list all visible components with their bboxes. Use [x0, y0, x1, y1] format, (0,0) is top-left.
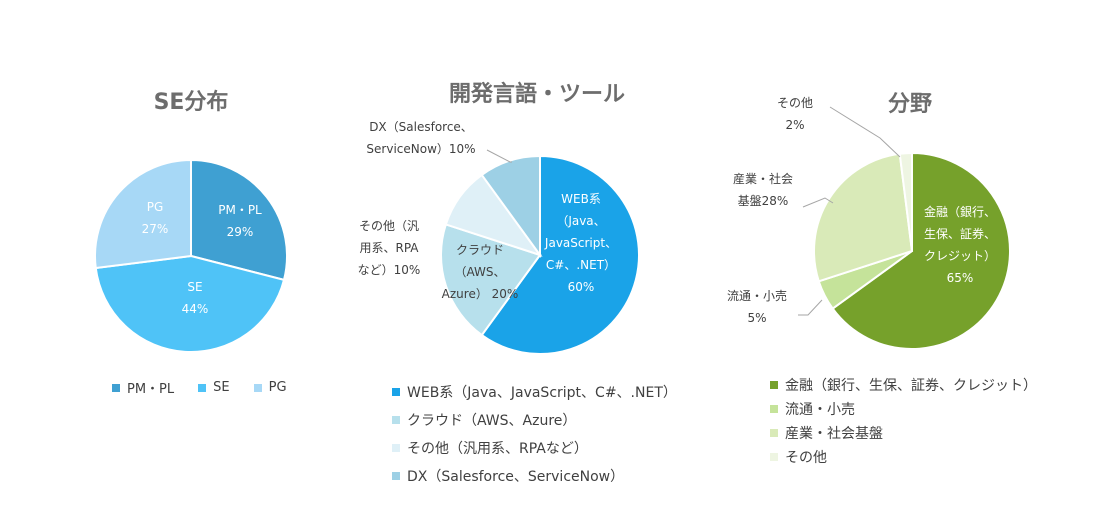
leader-line-4: [798, 299, 823, 316]
c1-label-pmpl: PM・PL 29%: [218, 203, 262, 239]
chart3-slice-3: [813, 152, 914, 283]
leader-line-3: [802, 197, 834, 208]
legend-label: WEB系（Java、JavaScript、C#、.NET）: [407, 385, 677, 401]
chart3-title: 分野: [887, 92, 932, 117]
c3-label-finance: 金融（銀行、 生保、証券、 クレジット） 65%: [923, 205, 996, 285]
legend-label: PG: [268, 380, 287, 395]
chart2-slice-1: [480, 154, 640, 355]
c2-label-other: その他（汎 用系、RPA など）10%: [357, 219, 421, 277]
chart1-slice-1: [190, 158, 288, 282]
leader-line-2: [829, 106, 901, 158]
chart1-slice-2: [94, 254, 286, 353]
legend-swatch: [392, 444, 400, 452]
chart3-slice-4: [898, 151, 913, 252]
legend-swatch: [770, 453, 778, 461]
legend-swatch: [198, 383, 207, 392]
legend-swatch: [770, 405, 778, 413]
legend-item: 金融（銀行、生保、証券、クレジット）: [770, 373, 1037, 397]
legend-label: 金融（銀行、生保、証券、クレジット）: [785, 378, 1037, 394]
legend-swatch: [392, 416, 400, 424]
legend-label: SE: [213, 380, 230, 395]
chart3-legend: 金融（銀行、生保、証券、クレジット） 流通・小売 産業・社会基盤 その他: [770, 373, 1037, 469]
chart3-slice-1: [831, 151, 1011, 350]
chart2-title: 開発言語・ツール: [448, 82, 625, 107]
legend-label: 流通・小売: [785, 402, 855, 418]
legend-label: その他（汎用系、RPAなど）: [407, 441, 588, 457]
legend-swatch: [392, 388, 400, 396]
chart1-legend: PM・PL SE PG: [112, 378, 287, 397]
chart1-title: SE分布: [153, 90, 229, 115]
legend-swatch: [253, 383, 262, 392]
legend-item: SE: [198, 378, 230, 397]
c1-label-se: SE 44%: [181, 280, 209, 316]
legend-label: クラウド（AWS、Azure）: [407, 413, 577, 429]
legend-label: PM・PL: [127, 382, 175, 397]
legend-item: DX（Salesforce、ServiceNow）: [392, 462, 677, 490]
legend-item: クラウド（AWS、Azure）: [392, 406, 677, 434]
chart1-slice-3: [94, 158, 192, 270]
legend-swatch: [770, 429, 778, 437]
legend-label: 産業・社会基盤: [785, 426, 883, 442]
legend-item: その他（汎用系、RPAなど）: [392, 434, 677, 462]
chart2-slice-4: [480, 154, 541, 259]
legend-swatch: [770, 381, 778, 389]
legend-label: DX（Salesforce、ServiceNow）: [407, 469, 625, 485]
legend-label: その他: [785, 450, 827, 466]
chart2-slice-2: [440, 223, 542, 337]
legend-swatch: [112, 383, 120, 392]
legend-swatch: [392, 472, 400, 480]
legend-item: 流通・小売: [770, 397, 1037, 421]
legend-item: WEB系（Java、JavaScript、C#、.NET）: [392, 378, 677, 406]
legend-item: 産業・社会基盤: [770, 421, 1037, 445]
legend-item: その他: [770, 445, 1037, 469]
c2-label-web: WEB系 （Java、 JavaScript、 C#、.NET） 60%: [544, 192, 618, 294]
c3-label-other: その他 2%: [776, 96, 813, 132]
c3-label-retail: 流通・小売 5%: [726, 289, 787, 325]
c2-label-cloud: クラウド （AWS、 Azure） 20%: [441, 243, 519, 301]
leader-line-1: [486, 149, 512, 163]
c3-label-industry: 産業・社会 基盤28%: [732, 172, 793, 208]
c1-label-pg: PG 27%: [141, 200, 169, 236]
legend-item: PG: [253, 378, 287, 397]
chart2-legend: WEB系（Java、JavaScript、C#、.NET） クラウド（AWS、A…: [392, 378, 677, 490]
c2-label-dx: DX（Salesforce、 ServiceNow）10%: [366, 120, 476, 156]
legend-item: PM・PL: [112, 378, 174, 397]
